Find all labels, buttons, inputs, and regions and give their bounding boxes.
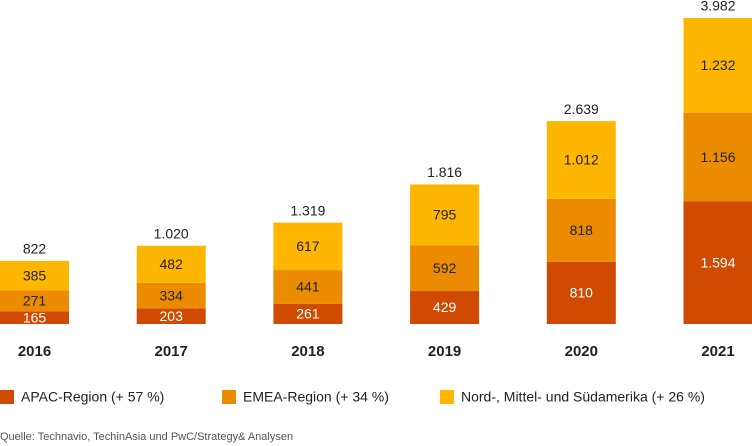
x-tick-label: 2017 (155, 343, 188, 360)
total-label: 1.020 (154, 225, 189, 241)
bar-segment (410, 184, 480, 246)
total-label: 1.319 (290, 202, 325, 218)
legend-label: EMEA-Region (+ 34 %) (243, 389, 389, 405)
bar-segment (273, 222, 343, 271)
bar-segment (273, 303, 343, 324)
bar-segment (0, 290, 69, 312)
bar-segment (410, 291, 480, 324)
bar-segment (683, 112, 752, 202)
bar-segment (0, 311, 69, 324)
legend-swatch (440, 390, 454, 404)
value-label: 592 (433, 260, 457, 276)
bar-segment (546, 121, 616, 199)
x-tick-label: 2019 (428, 343, 461, 360)
legend-swatch (222, 390, 236, 404)
bar-segment (683, 18, 752, 113)
value-label: 429 (433, 299, 457, 315)
x-tick-label: 2021 (701, 343, 734, 360)
value-label: 1.594 (700, 254, 735, 270)
bar-segment (136, 245, 206, 283)
value-label: 203 (160, 308, 184, 324)
bar-segment (0, 260, 69, 291)
bar-segment (136, 308, 206, 324)
total-label: 1.816 (427, 164, 462, 180)
value-label: 385 (23, 267, 47, 283)
total-label: 3.982 (700, 0, 735, 14)
legend-label: APAC-Region (+ 57 %) (21, 389, 164, 405)
legend-swatch (0, 390, 14, 404)
bar-segment (546, 261, 616, 324)
value-label: 810 (570, 285, 594, 301)
value-label: 261 (296, 306, 320, 322)
value-label: 617 (296, 238, 320, 254)
bar-segment (546, 198, 616, 262)
value-label: 1.012 (564, 152, 599, 168)
value-label: 1.156 (700, 149, 735, 165)
total-label: 2.639 (564, 101, 599, 117)
value-label: 482 (160, 256, 184, 272)
value-label: 818 (570, 222, 594, 238)
bar-segment (410, 245, 480, 292)
x-tick-label: 2018 (291, 343, 324, 360)
source: Quelle: Technavio, TechinAsia und PwC/St… (0, 431, 293, 443)
value-label: 165 (23, 309, 47, 325)
bar-segment (273, 270, 343, 304)
x-tick-label: 2020 (565, 343, 598, 360)
legend-label: Nord-, Mittel- und Südamerika (+ 26 %) (461, 389, 705, 405)
value-label: 334 (160, 287, 184, 303)
x-tick-label: 2016 (18, 343, 51, 360)
value-label: 441 (296, 279, 320, 295)
value-label: 795 (433, 207, 457, 223)
value-label: 271 (23, 293, 47, 309)
bar-segment (136, 282, 206, 309)
total-label: 822 (23, 241, 47, 257)
value-label: 1.232 (700, 57, 735, 73)
bar-segment (683, 201, 752, 324)
